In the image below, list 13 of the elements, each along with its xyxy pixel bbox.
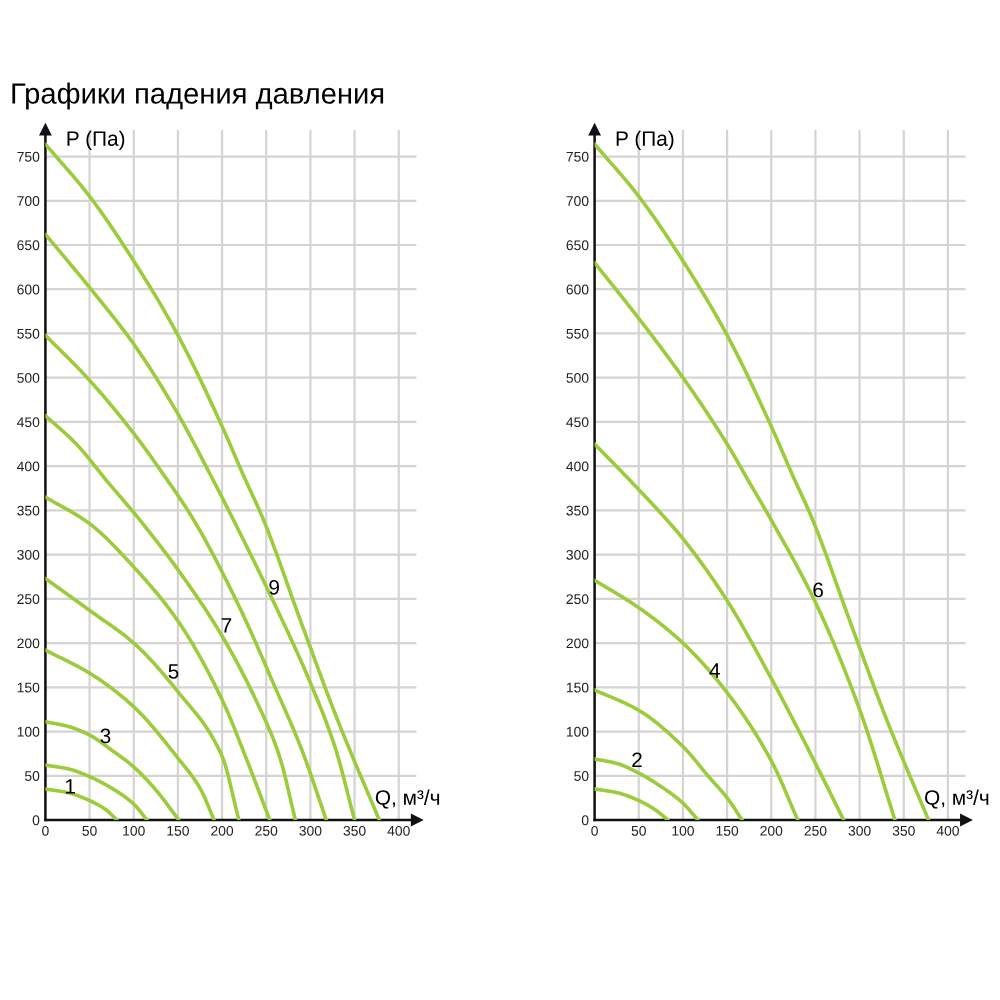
annotation: 6: [813, 582, 823, 598]
x-axis-title: Q, м³/ч: [925, 789, 989, 809]
y-axis-title: P (Па): [67, 130, 125, 151]
annotation: 2: [632, 752, 642, 767]
annotation: 3: [100, 728, 111, 744]
chart-title: Графики падения давления: [12, 82, 384, 110]
annotation: 1: [65, 779, 75, 794]
annotation: 7: [221, 618, 232, 633]
annotation: 4: [709, 663, 720, 678]
annotation: 5: [168, 664, 179, 679]
annotation: 9: [269, 579, 279, 595]
y-axis-title: P (Па): [616, 130, 674, 151]
x-axis-title: Q, м³/ч: [375, 789, 440, 809]
